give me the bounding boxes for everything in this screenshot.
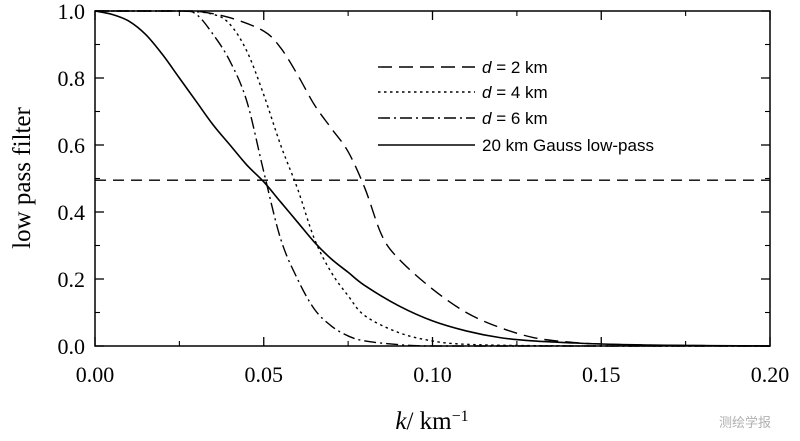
plot-frame	[94, 10, 771, 347]
tick-labels: 0.00 0.05 0.10 0.15 0.20 0.0 0.2 0.4 0.6 0.8 1.0	[58, 0, 790, 387]
series-d2-line	[94, 10, 771, 347]
x-tick-label: 0.10	[413, 362, 452, 387]
legend: d = 2 km d = 4 km d = 6 km 20 km Gauss l…	[378, 58, 654, 155]
legend-label-d4: d = 4 km	[482, 83, 548, 102]
watermark: 测绘学报	[719, 415, 771, 431]
y-tick-label: 0.6	[58, 133, 86, 158]
x-tick-label: 0.05	[245, 362, 284, 387]
x-axis-label: k/ km−1	[395, 408, 468, 436]
x-tick-label: 0.00	[76, 362, 115, 387]
series-gauss-line	[94, 10, 771, 347]
legend-label-d2: d = 2 km	[482, 58, 548, 77]
y-tick-label: 0.0	[58, 334, 86, 359]
x-tick-label: 0.20	[751, 362, 790, 387]
legend-label-gauss: 20 km Gauss low-pass	[482, 136, 654, 155]
y-tick-label: 0.2	[58, 267, 86, 292]
series-d6-line	[94, 10, 770, 347]
series-d4-line	[94, 10, 770, 347]
y-tick-label: 0.8	[58, 66, 86, 91]
ticks	[94, 10, 771, 347]
y-axis-label: low pass filter	[9, 107, 36, 249]
y-tick-label: 1.0	[58, 0, 86, 24]
y-tick-label: 0.4	[58, 200, 86, 225]
x-tick-label: 0.15	[582, 362, 621, 387]
legend-label-d6: d = 6 km	[482, 109, 548, 128]
series-lines	[94, 10, 771, 347]
